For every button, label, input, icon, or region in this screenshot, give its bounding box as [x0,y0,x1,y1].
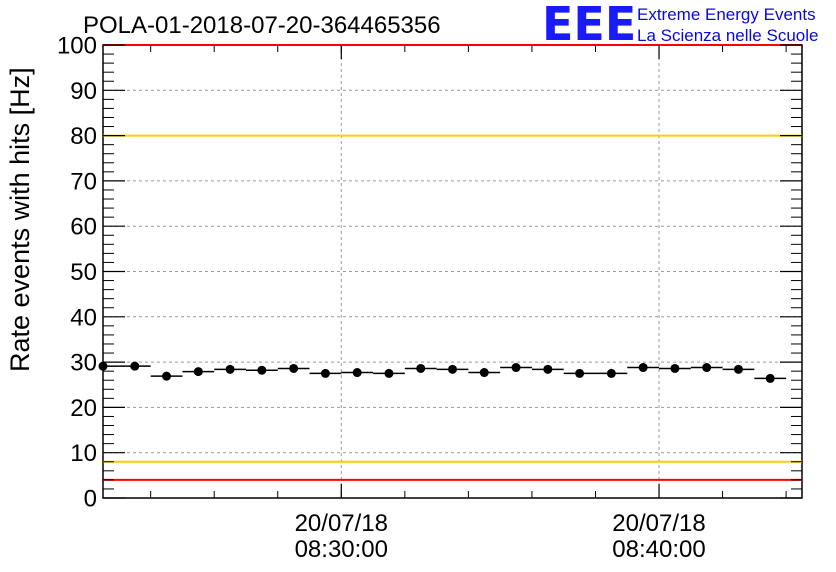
data-point [416,363,426,373]
logo-line-1: Extreme Energy Events [637,5,816,24]
data-point [98,361,108,371]
data-point [511,363,521,373]
data-point [479,368,489,378]
data-point [130,361,140,371]
x-tick-label-time: 08:30:00 [295,536,388,563]
y-tick-label: 80 [70,123,97,150]
data-point [733,364,743,374]
logo-line-2: La Scienza nelle Scuole [637,26,818,45]
data-point [384,368,394,378]
data-point [670,363,680,373]
data-point [575,368,585,378]
x-tick-label-time: 08:40:00 [612,536,705,563]
data-point [543,364,553,374]
y-tick-label: 50 [70,259,97,286]
data-points [98,361,787,383]
data-point [162,371,172,381]
y-tick-label: 40 [70,304,97,331]
data-point [606,368,616,378]
data-point [257,365,267,375]
y-tick-label: 0 [84,486,97,513]
chart-title: POLA-01-2018-07-20-364465356 [83,12,441,39]
data-point [448,364,457,374]
reference-lines [103,44,802,481]
x-tick-label-date: 20/07/18 [295,510,388,537]
y-tick-labels: 0 10 20 30 40 50 60 70 80 90 100 [57,33,97,513]
y-tick-label: 60 [70,214,97,241]
grid-lines [103,45,802,498]
y-tick-label: 90 [70,78,97,105]
y-axis-label: Rate events with hits [Hz] [5,67,35,372]
y-tick-label: 10 [70,440,97,467]
y-tick-label: 70 [70,168,97,195]
axis-ticks [103,44,802,499]
data-point [289,363,299,373]
data-point [765,373,775,383]
eee-logo: EEE Extreme Energy Events La Scienza nel… [542,0,818,51]
data-point [702,363,712,373]
x-tick-label-date: 20/07/18 [612,510,705,537]
y-tick-label: 20 [70,395,97,422]
data-point [638,363,648,373]
y-tick-label: 30 [70,350,97,377]
logo-letters: EEE [542,0,636,51]
data-point [193,367,203,377]
data-point [320,368,330,378]
data-point [225,364,235,374]
data-point [352,368,362,378]
y-tick-label: 100 [57,33,97,60]
